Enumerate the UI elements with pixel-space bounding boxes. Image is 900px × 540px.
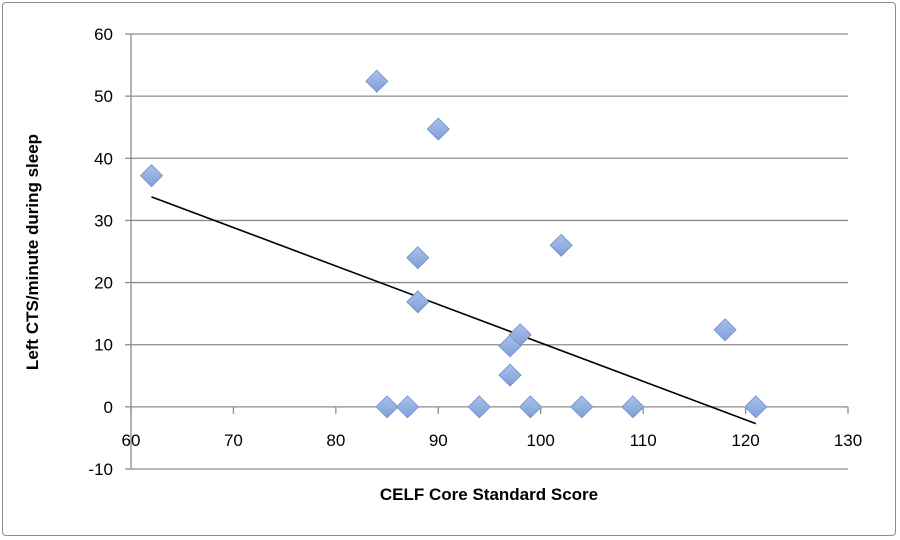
gridlines bbox=[131, 33, 848, 470]
data-point-diamond bbox=[467, 395, 491, 419]
data-point-diamond bbox=[406, 290, 430, 314]
x-tick-label: 90 bbox=[429, 431, 448, 450]
data-point-diamond bbox=[406, 246, 430, 270]
data-point-diamond bbox=[395, 395, 420, 419]
data-point-diamond bbox=[621, 395, 645, 419]
trendline bbox=[151, 196, 757, 425]
data-point-diamond bbox=[549, 233, 573, 257]
data-point-diamond bbox=[508, 323, 532, 347]
data-point-diamond bbox=[713, 318, 737, 342]
y-tick-label: 20 bbox=[94, 274, 113, 293]
y-tick-label: 30 bbox=[94, 211, 113, 230]
data-point-diamond bbox=[498, 363, 522, 387]
y-tick-label: -10 bbox=[88, 460, 113, 479]
x-tick-label: 60 bbox=[122, 431, 141, 450]
y-tick-label: 0 bbox=[104, 398, 113, 417]
trendline-group bbox=[151, 196, 757, 425]
x-tick-label: 110 bbox=[630, 431, 657, 450]
data-point-diamond bbox=[375, 395, 399, 419]
y-axis-label: Left CTS/minute during sleep bbox=[23, 134, 42, 370]
data-point-diamond bbox=[426, 117, 450, 141]
data-point-diamond bbox=[518, 395, 543, 419]
data-points bbox=[139, 69, 768, 419]
y-tick-label: 50 bbox=[94, 87, 113, 106]
x-tick-label: 70 bbox=[224, 431, 243, 450]
data-point-diamond bbox=[744, 395, 768, 419]
y-tick-label: 40 bbox=[94, 149, 113, 168]
data-point-diamond bbox=[365, 69, 389, 93]
data-point-diamond bbox=[139, 164, 164, 188]
x-axis-label: CELF Core Standard Score bbox=[380, 485, 598, 504]
x-tick-label: 100 bbox=[527, 431, 555, 450]
y-tick-label: 10 bbox=[94, 336, 113, 355]
data-point-diamond bbox=[570, 395, 594, 419]
x-tick-label: 120 bbox=[731, 431, 759, 450]
tick-labels: -10 0 10 20 30 40 50 60 60 70 80 90 100 110 120 130 bbox=[88, 25, 862, 479]
x-tick-label: 130 bbox=[834, 431, 862, 450]
x-tick-label: 80 bbox=[326, 431, 345, 450]
y-tick-label: 60 bbox=[94, 25, 113, 44]
